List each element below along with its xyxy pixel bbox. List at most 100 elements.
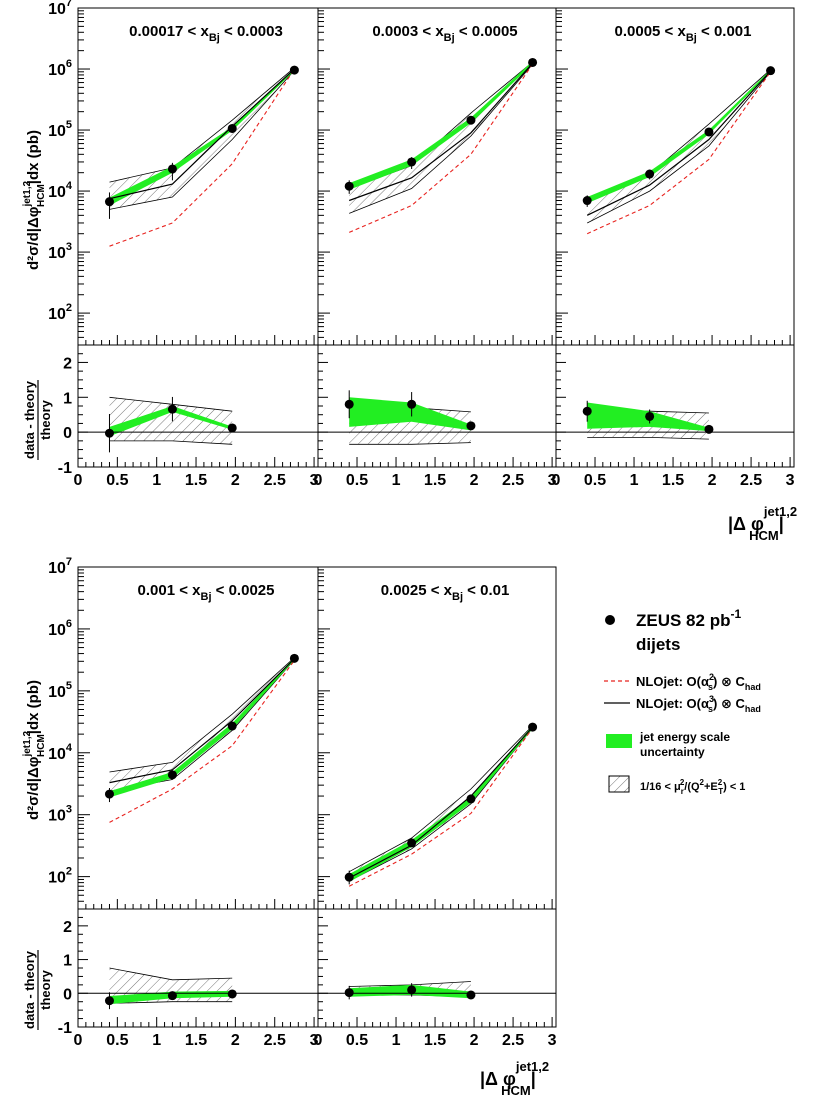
legend-data-label: ZEUS 82 pb-1 bbox=[636, 607, 741, 630]
x-tick-label: 3 bbox=[786, 472, 795, 489]
scale-band-lower-edge bbox=[349, 727, 533, 882]
ratio-point bbox=[582, 406, 592, 416]
y-axis-title-lower: d²σ/d|Δφjet1,2 HCM|dx (pb) bbox=[22, 680, 47, 820]
ratio-point bbox=[704, 424, 714, 434]
data-point bbox=[289, 65, 299, 75]
ratio-y-tick-label: 1 bbox=[63, 953, 72, 970]
ratio-point bbox=[407, 985, 417, 995]
x-axis-title-upper: |Δ φjet1,2 HCM| bbox=[728, 504, 797, 543]
ratio-point bbox=[104, 428, 114, 438]
data-point bbox=[528, 722, 538, 732]
x-tick-label: 0.5 bbox=[106, 1032, 128, 1049]
y-title-main: d²σ/d|Δφ bbox=[25, 206, 42, 270]
ratio-y-tick-label: 2 bbox=[63, 355, 72, 372]
ratio-scale-lower-edge bbox=[109, 440, 233, 445]
data-point bbox=[104, 197, 114, 207]
ratio-y-tick-label: 1 bbox=[63, 390, 72, 407]
y-tick-label: 104 bbox=[48, 742, 73, 763]
x-tick-label: 0 bbox=[552, 472, 561, 489]
ratio-point bbox=[167, 404, 177, 414]
x-tick-label: 2 bbox=[231, 472, 240, 489]
ratio-point bbox=[167, 991, 177, 1001]
y-title-main: d²σ/d|Δφ bbox=[25, 756, 42, 820]
data-point bbox=[582, 196, 592, 206]
x-tick-label: 0 bbox=[74, 472, 83, 489]
y-title-sub: HCM bbox=[36, 734, 47, 757]
x-tick-label: 2.5 bbox=[264, 472, 286, 489]
panel-title: 0.0025 < xBj < 0.01 bbox=[381, 582, 510, 603]
x-title-sup: jet1,2 bbox=[515, 1059, 549, 1074]
panel-title: 0.0003 < xBj < 0.0005 bbox=[372, 23, 517, 44]
ratio-title-num: data - theory bbox=[22, 380, 37, 459]
nlo-alpha3-line bbox=[586, 70, 772, 216]
legend-nlo3-label: NLOjet: O(α3 s) ⊗ Chad bbox=[636, 694, 761, 714]
ratio-point bbox=[344, 988, 354, 998]
ratio-y-tick-label: -1 bbox=[58, 460, 72, 477]
scale-band-upper-edge bbox=[109, 657, 295, 773]
ratio-title-num: data - theory bbox=[22, 950, 37, 1029]
data-point bbox=[528, 57, 538, 67]
x-tick-label: 0 bbox=[74, 1032, 83, 1049]
x-tick-label: 1.5 bbox=[185, 1032, 207, 1049]
x-tick-label: 0.5 bbox=[106, 472, 128, 489]
y-axis-title-ratio-lower: data - theory theory bbox=[22, 950, 53, 1030]
ratio-title-den: theory bbox=[38, 969, 53, 1010]
scale-band-lower-edge bbox=[349, 63, 533, 214]
legend-data-marker bbox=[605, 615, 615, 625]
x-tick-label: 2.5 bbox=[502, 472, 524, 489]
ratio-point bbox=[104, 996, 114, 1006]
y-tick-label: 103 bbox=[48, 804, 72, 825]
x-tick-label: 2 bbox=[470, 1032, 479, 1049]
y-tick-label: 107 bbox=[48, 0, 72, 18]
x-tick-label: 3 bbox=[548, 1032, 557, 1049]
nlo-alpha3-line bbox=[348, 726, 534, 879]
x-tick-label: 3 bbox=[548, 472, 557, 489]
ratio-scale-lower-edge bbox=[109, 1001, 233, 1004]
scale-band-upper-edge bbox=[349, 725, 533, 873]
chart-panel-1: 0 0.5 1 1.5 2 2.5 3102103104105106107-10120.00… bbox=[48, 0, 319, 489]
x-title-sup: jet1,2 bbox=[763, 504, 797, 519]
nlo-alpha3-line bbox=[109, 658, 295, 784]
y-tick-label: 106 bbox=[48, 618, 72, 639]
x-tick-label: 2.5 bbox=[502, 1032, 524, 1049]
x-tick-label: 1 bbox=[630, 472, 639, 489]
scale-band-upper-edge bbox=[109, 67, 295, 183]
y-title-sup: jet1,2 bbox=[22, 731, 33, 758]
y-tick-label: 107 bbox=[48, 556, 72, 577]
x-tick-label: 2.5 bbox=[740, 472, 762, 489]
y-tick-label: 104 bbox=[48, 180, 73, 201]
y-title-sub: HCM bbox=[36, 184, 47, 207]
panel-title: 0.00017 < xBj < 0.0003 bbox=[129, 23, 283, 44]
ratio-y-tick-label: -1 bbox=[58, 1020, 72, 1037]
y-axis-title-ratio-upper: data - theory theory bbox=[22, 380, 53, 460]
panel-title: 0.0005 < xBj < 0.001 bbox=[615, 23, 752, 44]
x-tick-label: 1.5 bbox=[185, 472, 207, 489]
ratio-scale-lower-edge bbox=[349, 442, 471, 445]
y-tick-label: 102 bbox=[48, 866, 72, 887]
x-tick-label: 0 bbox=[314, 472, 323, 489]
x-tick-label: 3 bbox=[310, 472, 319, 489]
x-tick-label: 2 bbox=[231, 1032, 240, 1049]
ratio-point bbox=[466, 421, 476, 431]
x-tick-label: 1 bbox=[392, 472, 401, 489]
nlo-alpha3-line bbox=[109, 68, 295, 200]
scale-uncertainty-band bbox=[109, 67, 295, 210]
x-tick-label: 2 bbox=[470, 472, 479, 489]
jes-uncertainty-band bbox=[349, 61, 533, 190]
chart-panel-3: 0 0.5 1 1.5 2 2.5 3 0.0005 < xBj < 0.001 bbox=[552, 7, 795, 489]
scale-band-lower-edge bbox=[587, 71, 771, 224]
legend-jes-label: jet energy scale bbox=[639, 730, 730, 744]
x-title-sub: HCM bbox=[749, 528, 779, 543]
data-point bbox=[104, 789, 114, 799]
ratio-y-tick-label: 0 bbox=[63, 425, 72, 442]
ratio-point bbox=[466, 990, 476, 1000]
data-point bbox=[407, 157, 417, 167]
x-title-tail: | bbox=[531, 1069, 536, 1089]
data-point bbox=[227, 123, 237, 133]
legend-scale-swatch bbox=[608, 775, 630, 793]
data-point bbox=[704, 127, 714, 137]
chart-panel-4: 0 0.5 1 1.5 2 2.5 3102103104105106107-10120.00… bbox=[48, 556, 319, 1049]
x-tick-label: 0.5 bbox=[346, 472, 368, 489]
scale-band-upper-edge bbox=[349, 61, 533, 189]
data-point bbox=[227, 721, 237, 731]
